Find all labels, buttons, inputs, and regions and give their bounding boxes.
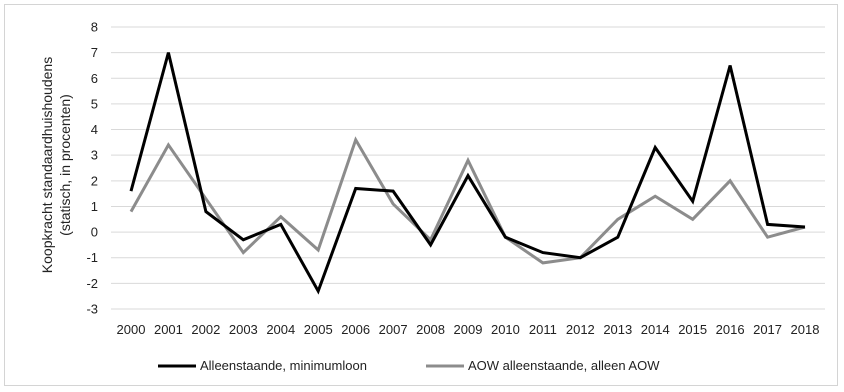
x-tick-label: 2011 [529,322,557,337]
y-tick-label: 6 [91,71,98,86]
legend: Alleenstaande, minimumloon AOW alleensta… [158,358,660,373]
y-axis-label-line-1: Koopkracht standaardhuishoudens [39,57,55,273]
x-tick-label: 2002 [191,322,220,337]
x-tick-label: 2012 [566,322,595,337]
x-tick-label: 2007 [379,322,408,337]
series-line-1 [129,52,806,295]
y-tick-label: -1 [86,250,98,265]
y-tick-label: 3 [91,148,98,163]
y-axis-ticks: -3 -2 -1 0 1 2 3 4 5 6 7 8 [86,20,98,317]
x-tick-label: 2008 [416,322,445,337]
legend-label-series-2: AOW alleenstaande, alleen AOW [468,358,660,373]
y-axis-label-line-2: (statisch, in procenten) [57,94,73,236]
x-tick-label: 2001 [154,322,183,337]
x-tick-label: 2009 [454,322,483,337]
x-tick-label: 2006 [341,322,370,337]
y-tick-label: 8 [91,20,98,35]
series-lines [129,52,806,295]
x-tick-label: 2000 [117,322,146,337]
x-axis-ticks: 2000 2001 2002 2003 2004 2005 2006 2007 2008 2009… [117,322,820,337]
y-tick-label: 0 [91,225,98,240]
y-tick-label: 5 [91,96,98,111]
gridlines [111,26,825,310]
x-tick-label: 2017 [753,322,782,337]
x-tick-label: 2010 [491,322,520,337]
y-tick-label: -2 [86,276,98,291]
x-tick-label: 2005 [304,322,333,337]
x-tick-label: 2015 [678,322,707,337]
x-tick-label: 2013 [603,322,632,337]
x-tick-label: 2018 [791,322,820,337]
x-tick-label: 2016 [716,322,745,337]
legend-label-series-1: Alleenstaande, minimumloon [200,358,367,373]
series-line-2 [129,136,806,265]
chart-frame [4,4,838,386]
y-tick-label: 1 [91,199,98,214]
x-tick-label: 2003 [229,322,258,337]
y-tick-label: 7 [91,45,98,60]
x-tick-label: 2004 [266,322,295,337]
y-tick-label: -3 [86,302,98,317]
y-tick-label: 4 [91,122,98,137]
y-tick-label: 2 [91,173,98,188]
x-tick-label: 2014 [641,322,670,337]
